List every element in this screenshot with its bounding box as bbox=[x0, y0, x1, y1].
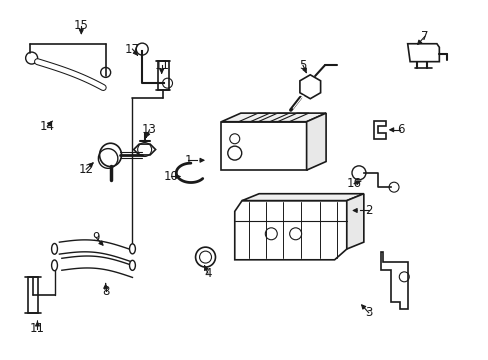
Text: 11: 11 bbox=[30, 322, 45, 335]
Text: 16: 16 bbox=[346, 177, 361, 190]
Text: 6: 6 bbox=[396, 123, 403, 136]
Polygon shape bbox=[373, 121, 385, 139]
Polygon shape bbox=[133, 144, 155, 155]
Polygon shape bbox=[306, 113, 325, 170]
Text: 5: 5 bbox=[299, 59, 306, 72]
Polygon shape bbox=[221, 122, 306, 170]
Text: 13: 13 bbox=[142, 123, 157, 136]
Ellipse shape bbox=[52, 243, 57, 254]
Polygon shape bbox=[380, 252, 407, 309]
Text: 7: 7 bbox=[420, 30, 427, 43]
Text: 12: 12 bbox=[79, 163, 94, 176]
Polygon shape bbox=[234, 201, 346, 260]
Text: 15: 15 bbox=[74, 19, 89, 32]
Ellipse shape bbox=[129, 260, 135, 270]
Ellipse shape bbox=[52, 260, 57, 271]
Text: 2: 2 bbox=[364, 204, 372, 217]
Bar bbox=[28, 277, 39, 313]
Text: 1: 1 bbox=[184, 154, 192, 167]
Text: 14: 14 bbox=[40, 120, 55, 133]
Text: 11: 11 bbox=[154, 59, 169, 72]
Text: 8: 8 bbox=[102, 285, 109, 298]
Polygon shape bbox=[221, 113, 325, 122]
Text: 17: 17 bbox=[125, 42, 140, 55]
Polygon shape bbox=[242, 194, 363, 201]
Text: 10: 10 bbox=[163, 170, 179, 183]
Polygon shape bbox=[346, 194, 363, 249]
Text: 3: 3 bbox=[364, 306, 372, 319]
Bar bbox=[158, 61, 168, 90]
Text: 9: 9 bbox=[92, 231, 100, 244]
Text: 4: 4 bbox=[204, 267, 211, 280]
Ellipse shape bbox=[129, 244, 135, 254]
Polygon shape bbox=[407, 44, 438, 62]
